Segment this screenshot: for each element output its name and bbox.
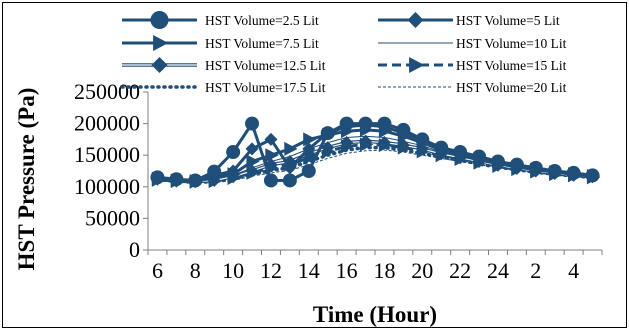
series-3 <box>151 122 601 189</box>
data-point <box>284 141 298 156</box>
legend-swatch-marker <box>409 57 425 73</box>
x-tick-label: 8 <box>190 258 201 283</box>
legend-item: HST Volume=15 Lit <box>378 57 567 73</box>
data-point <box>490 154 505 169</box>
data-point <box>434 140 449 155</box>
data-point <box>150 170 165 185</box>
legend-item: HST Volume=5 Lit <box>378 12 560 28</box>
data-point <box>340 136 354 150</box>
legend-item: HST Volume=2.5 Lit <box>122 11 319 29</box>
data-point <box>265 148 279 163</box>
legend: HST Volume=2.5 Lit HST Volume=5 Lit HST Vo… <box>120 11 567 95</box>
x-tick-label: 20 <box>411 258 433 283</box>
data-point <box>377 116 392 131</box>
y-tick-label: 0 <box>129 237 140 262</box>
legend-item: HST Volume=20 Lit <box>378 80 567 95</box>
legend-label: HST Volume=2.5 Lit <box>205 13 319 28</box>
y-tick-label: 50000 <box>85 205 140 230</box>
legend-label: HST Volume=20 Lit <box>456 80 567 95</box>
x-tick-label: 18 <box>373 258 395 283</box>
data-point <box>226 145 241 160</box>
data-point <box>188 173 203 188</box>
data-point <box>245 164 259 178</box>
data-point <box>301 164 316 178</box>
legend-swatch-marker <box>150 11 169 29</box>
x-tick-label: 24 <box>487 258 509 283</box>
data-point <box>263 173 278 188</box>
legend-label: HST Volume=15 Lit <box>456 58 567 73</box>
legend-item: HST Volume=7.5 Lit <box>122 35 319 51</box>
data-point <box>302 142 316 156</box>
y-tick-label: 250000 <box>74 79 140 104</box>
x-tick-label: 6 <box>152 258 163 283</box>
data-point <box>303 132 317 147</box>
y-tick-label: 200000 <box>74 111 140 136</box>
series-5 <box>150 134 600 189</box>
legend-swatch-marker <box>407 12 424 28</box>
data-point <box>283 161 297 175</box>
data-point <box>396 122 411 137</box>
y-axis-title: HST Pressure (Pa) <box>14 88 39 271</box>
data-point <box>472 149 487 164</box>
x-tick-label: 16 <box>336 258 358 283</box>
x-tick-label: 2 <box>530 258 541 283</box>
legend-label: HST Volume=7.5 Lit <box>205 36 319 51</box>
data-point <box>358 116 373 131</box>
data-point <box>453 145 468 160</box>
data-point <box>320 126 335 141</box>
data-point <box>509 157 524 172</box>
legend-swatch-marker <box>151 57 168 73</box>
data-point <box>528 160 543 175</box>
legend-label: HST Volume=12.5 Lit <box>205 58 326 73</box>
series-1 <box>150 116 600 188</box>
x-tick-label: 4 <box>568 258 579 283</box>
data-point <box>359 134 373 148</box>
data-point <box>226 164 240 178</box>
y-tick-label: 100000 <box>74 174 140 199</box>
x-tick-label: 12 <box>260 258 282 283</box>
data-point <box>245 116 260 131</box>
legend-label: HST Volume=17.5 Lit <box>205 80 326 95</box>
data-point <box>547 164 562 178</box>
data-point <box>339 116 354 131</box>
data-point <box>415 132 430 147</box>
legend-label: HST Volume=10 Lit <box>456 36 567 51</box>
data-point <box>585 168 600 183</box>
x-tick-label: 22 <box>449 258 471 283</box>
data-point <box>246 154 260 169</box>
x-tick-label: 14 <box>298 258 320 283</box>
legend-item: HST Volume=10 Lit <box>378 36 567 51</box>
data-point <box>566 165 581 180</box>
data-point <box>169 172 184 187</box>
legend-item: HST Volume=12.5 Lit <box>122 57 326 73</box>
legend-swatch-marker <box>153 35 169 51</box>
data-point <box>377 136 391 150</box>
x-axis-title: Time (Hour) <box>313 302 437 327</box>
data-point <box>207 164 222 179</box>
data-point <box>264 132 278 146</box>
legend-label: HST Volume=5 Lit <box>456 13 560 28</box>
data-point <box>282 173 297 188</box>
x-tick-label: 10 <box>222 258 244 283</box>
y-tick-label: 150000 <box>74 142 140 167</box>
data-point <box>321 141 335 155</box>
data-point <box>245 142 259 156</box>
legend-item: HST Volume=17.5 Lit <box>120 80 326 95</box>
